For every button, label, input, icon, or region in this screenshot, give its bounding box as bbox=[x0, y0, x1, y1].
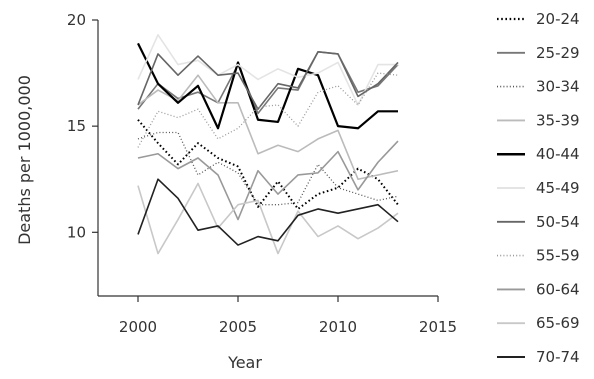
x-tick-label: 2005 bbox=[219, 318, 257, 336]
legend-label: 55-59 bbox=[536, 247, 580, 265]
series-line-35-39 bbox=[137, 74, 399, 181]
axes: 10 15 20 2000 2005 2010 2015 bbox=[67, 11, 457, 336]
x-axis-title: Year bbox=[227, 353, 262, 372]
series-line-45-49 bbox=[137, 34, 398, 106]
legend-label: 50-54 bbox=[536, 213, 580, 231]
series-layer bbox=[137, 34, 399, 255]
series-line-70-74 bbox=[137, 178, 399, 246]
series-line-65-69 bbox=[137, 182, 399, 255]
x-tick-label: 2000 bbox=[119, 318, 157, 336]
y-tick-label: 10 bbox=[67, 223, 86, 241]
legend: 20-24 25-29 30-34 35-39 40-44 45-49 50-54 55-59… bbox=[497, 10, 580, 366]
series-line-30-34 bbox=[137, 131, 399, 206]
y-tick-label: 20 bbox=[67, 11, 86, 29]
legend-label: 35-39 bbox=[536, 111, 580, 129]
y-tick-label: 15 bbox=[67, 117, 86, 135]
series-line-55-59 bbox=[137, 72, 399, 148]
legend-label: 25-29 bbox=[536, 44, 580, 62]
legend-label: 65-69 bbox=[536, 314, 580, 332]
series-line-50-54 bbox=[137, 51, 399, 110]
legend-label: 40-44 bbox=[536, 145, 580, 163]
y-axis-title: Deaths per 1000,000 bbox=[15, 75, 34, 245]
legend-label: 45-49 bbox=[536, 179, 580, 197]
legend-label: 30-34 bbox=[536, 78, 580, 96]
legend-label: 60-64 bbox=[536, 280, 580, 298]
x-tick-label: 2010 bbox=[319, 318, 357, 336]
legend-label: 70-74 bbox=[536, 348, 580, 366]
legend-label: 20-24 bbox=[536, 10, 580, 28]
series-line-40-44 bbox=[137, 42, 398, 130]
x-tick-label: 2015 bbox=[419, 318, 457, 336]
series-line-60-64 bbox=[137, 140, 399, 221]
series-line-20-24 bbox=[137, 119, 399, 210]
